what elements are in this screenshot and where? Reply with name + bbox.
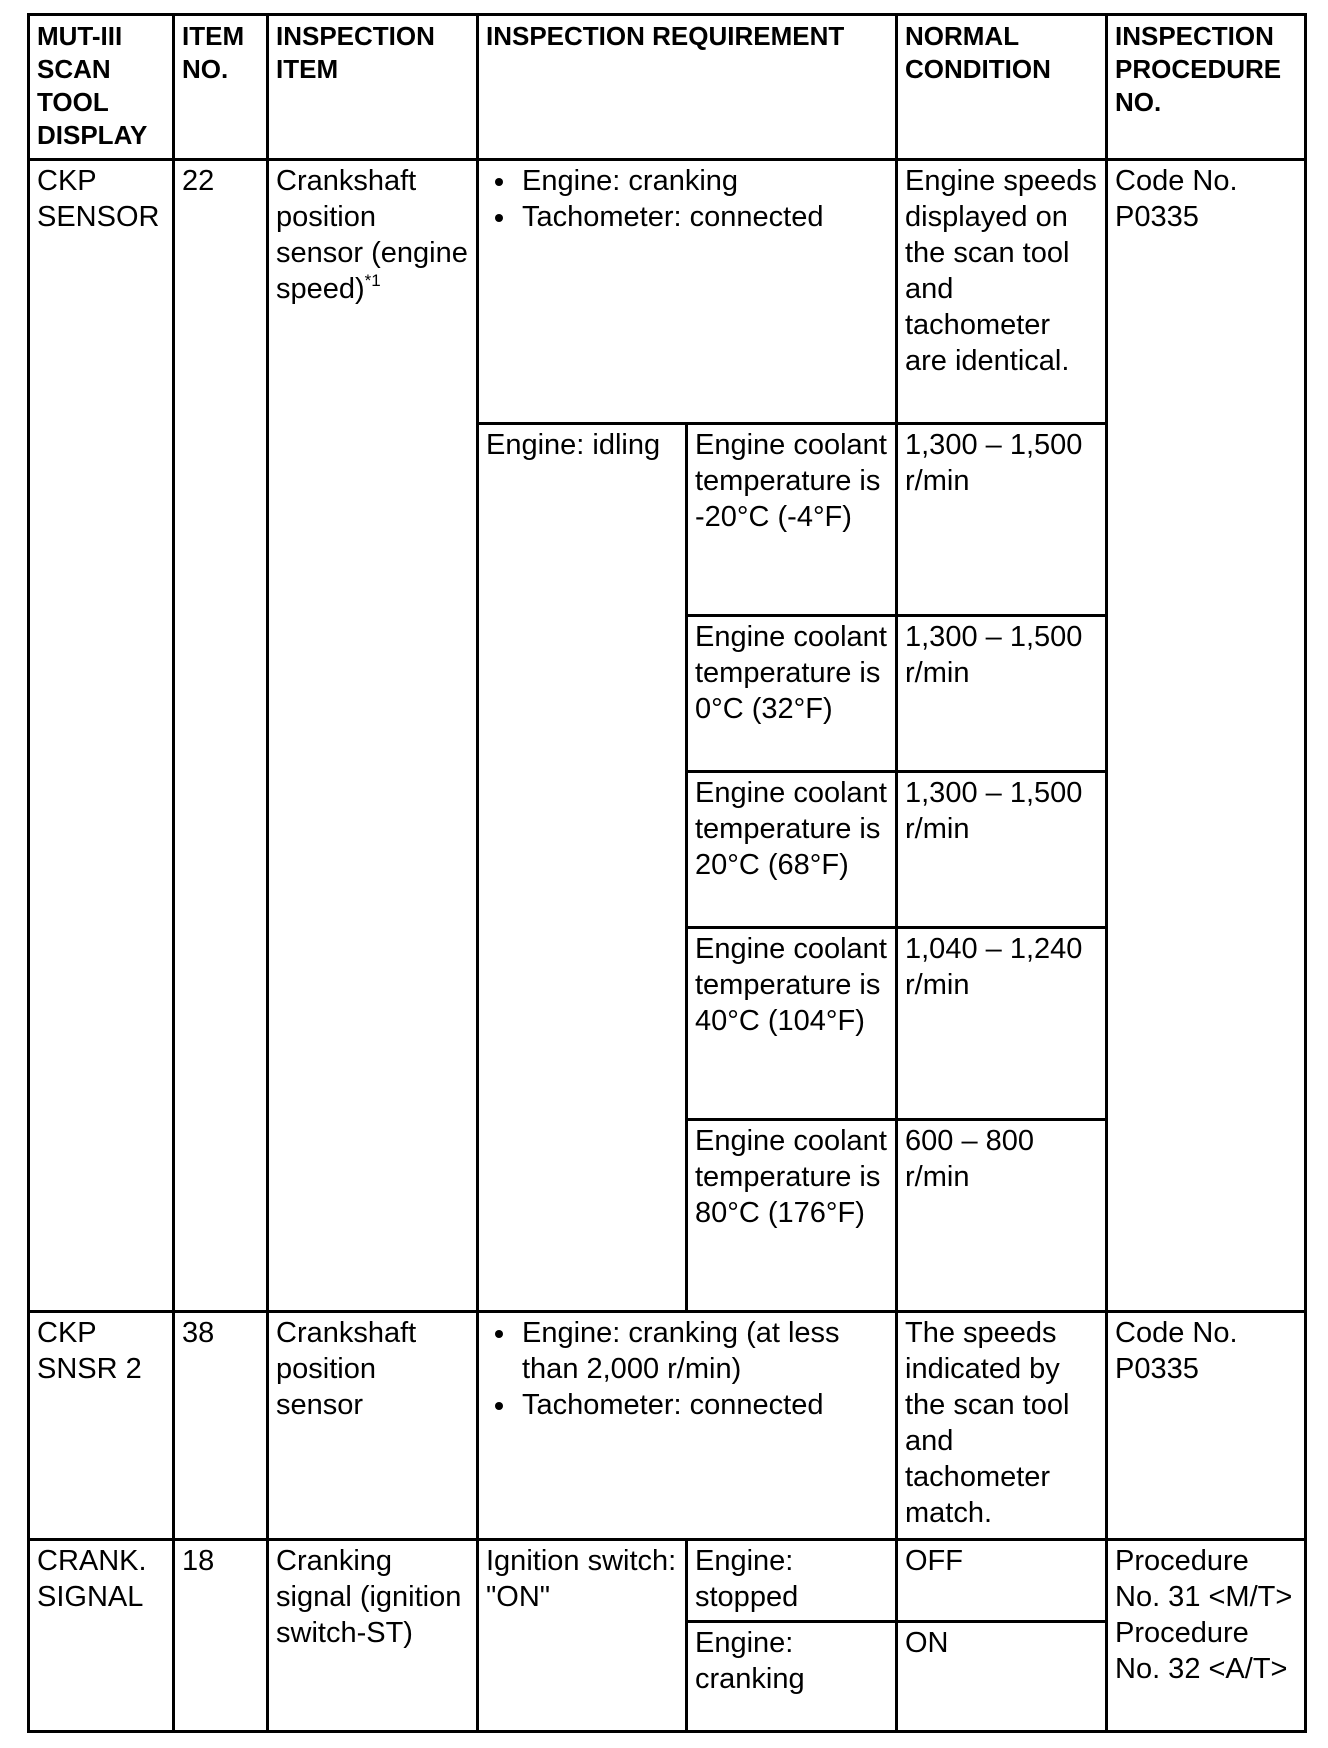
cell-item-no: 38	[172, 1310, 269, 1541]
cell-sub-condition: Engine coolant temperature is 0°C (32°F)	[685, 614, 898, 773]
cell-inspection-item: Crankshaft position sensor (engine speed…	[266, 158, 479, 1313]
cell-normal: OFF	[895, 1538, 1108, 1623]
inspection-table: MUT-III SCAN TOOL DISPLAY ITEM NO. INSPE…	[27, 13, 1307, 1733]
table-row: Engine coolant temperature is 80°C (176°…	[29, 1118, 1306, 1313]
cell-sub-condition: Engine coolant temperature is -20°C (-4°…	[685, 422, 898, 617]
cell-normal: ON	[895, 1620, 1108, 1733]
cell-display: CKP SNSR 2	[27, 1310, 175, 1541]
header-procedure: INSPECTION PROCEDURE NO.	[1105, 13, 1307, 161]
cell-sub-condition: Engine coolant temperature is 80°C (176°…	[685, 1118, 898, 1313]
cell-requirement: Engine: cranking (at less than 2,000 r/m…	[476, 1310, 898, 1541]
cell-procedure: Procedure No. 31 <M/T> Procedure No. 32 <…	[1105, 1538, 1307, 1733]
table-row: CRANK. SIGNAL 18 Cranking signal (igniti…	[27, 1538, 1307, 1733]
header-inspection-item: INSPECTION ITEM	[266, 13, 479, 161]
cell-sub-condition: Engine coolant temperature is 40°C (104°…	[685, 926, 898, 1121]
list-item: Tachometer: connected	[495, 1387, 889, 1423]
cell-normal: Engine speeds displayed on the scan tool…	[895, 158, 1108, 425]
cell-display: CKP SENSOR	[27, 158, 175, 1313]
header-display: MUT-III SCAN TOOL DISPLAY	[27, 13, 175, 161]
cell-sub-condition: Engine: cranking	[685, 1620, 898, 1733]
cell-item-no: 18	[172, 1538, 269, 1733]
table-row: Engine: cranking ON	[29, 1620, 1306, 1733]
cell-normal: The speeds indicated by the scan tool an…	[895, 1310, 1108, 1541]
header-row: MUT-III SCAN TOOL DISPLAY ITEM NO. INSPE…	[27, 13, 1307, 161]
table-row: Engine coolant temperature is 40°C (104°…	[29, 926, 1306, 1121]
cell-procedure: Code No. P0335	[1105, 1310, 1307, 1541]
table-row: CKP SNSR 2 38 Crankshaft position sensor…	[27, 1310, 1307, 1541]
cell-condition: Engine: idling	[476, 422, 688, 1313]
cell-normal: 1,300 – 1,500 r/min	[895, 614, 1108, 773]
cell-normal: 1,300 – 1,500 r/min	[895, 422, 1108, 617]
table-row: CKP SENSOR 22 Crankshaft position sensor…	[27, 158, 1307, 1313]
cell-normal: 600 – 800 r/min	[895, 1118, 1108, 1313]
cell-procedure: Code No. P0335	[1105, 158, 1307, 1313]
cell-normal: 1,300 – 1,500 r/min	[895, 770, 1108, 929]
cell-normal: 1,040 – 1,240 r/min	[895, 926, 1108, 1121]
cell-sub-condition: Engine coolant temperature is 20°C (68°F…	[685, 770, 898, 929]
cell-item-no: 22	[172, 158, 269, 1313]
cell-display: CRANK. SIGNAL	[27, 1538, 175, 1733]
table-row: Engine coolant temperature is 0°C (32°F)…	[29, 614, 1306, 773]
list-item: Engine: cranking (at less than 2,000 r/m…	[495, 1315, 889, 1387]
list-item: Engine: cranking	[495, 163, 889, 199]
header-item-no: ITEM NO.	[172, 13, 269, 161]
list-item: Tachometer: connected	[495, 199, 889, 235]
cell-inspection-item: Cranking signal (ignition switch-ST)	[266, 1538, 479, 1733]
cell-condition: Ignition switch: "ON"	[476, 1538, 688, 1733]
table-row: Engine coolant temperature is 20°C (68°F…	[29, 770, 1306, 929]
cell-sub-condition: Engine: stopped	[685, 1538, 898, 1623]
header-requirement: INSPECTION REQUIREMENT	[476, 13, 898, 161]
footnote-ref: *1	[364, 271, 381, 290]
header-normal: NORMAL CONDITION	[895, 13, 1108, 161]
cell-requirement: Engine: cranking Tachometer: connected	[476, 158, 898, 425]
table-row: Engine: idling Engine coolant temperatur…	[29, 422, 1306, 1313]
cell-inspection-item: Crankshaft position sensor	[266, 1310, 479, 1541]
